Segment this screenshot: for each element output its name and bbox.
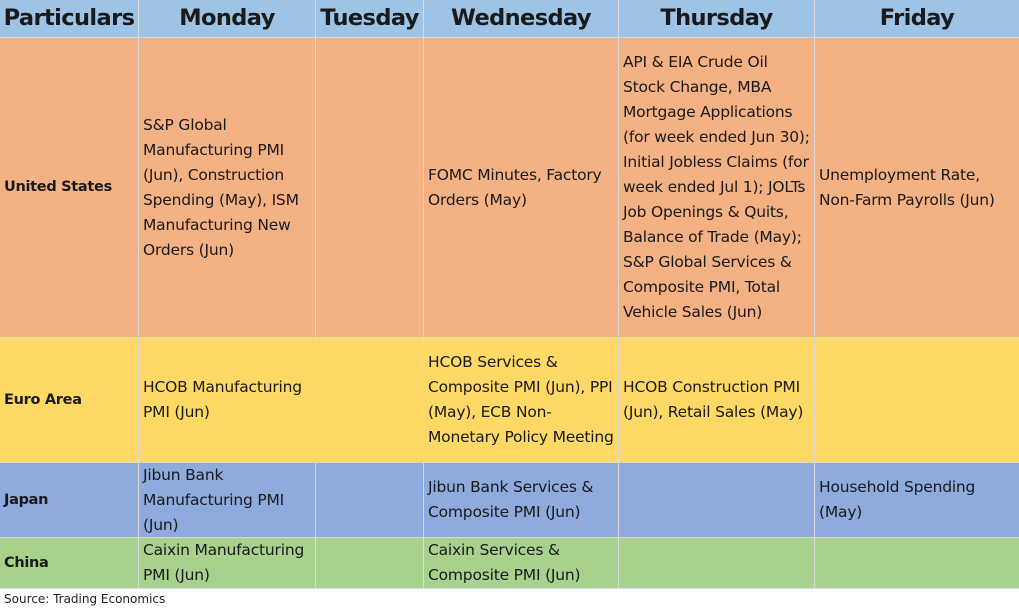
cell-cn-tuesday (316, 538, 424, 589)
row-label-united-states: United States (0, 38, 139, 338)
row-label-china: China (0, 538, 139, 589)
cell-cn-friday (815, 538, 1019, 589)
cell-us-wednesday: FOMC Minutes, Factory Orders (May) (424, 38, 619, 338)
cell-text: Caixin Manufacturing PMI (Jun) (143, 541, 305, 584)
cell-us-tuesday (316, 38, 424, 338)
cell-cn-wednesday: Caixin Services & Composite PMI (Jun) (424, 538, 619, 589)
cell-eu-tuesday (316, 338, 424, 463)
row-label-euro-area: Euro Area (0, 338, 139, 463)
header-thursday: Thursday (619, 0, 815, 38)
header-tuesday: Tuesday (316, 0, 424, 38)
cell-eu-thursday: HCOB Construction PMI (Jun), Retail Sale… (619, 338, 815, 463)
cell-text: FOMC Minutes, Factory Orders (May) (428, 165, 602, 209)
header-monday: Monday (139, 0, 316, 38)
cell-text: HCOB Construction PMI (Jun), Retail Sale… (623, 378, 804, 421)
header-wednesday: Wednesday (424, 0, 619, 38)
cell-us-monday: S&P Global Manufacturing PMI (Jun), Cons… (139, 38, 316, 338)
cell-jp-thursday (619, 463, 815, 538)
row-label-japan: Japan (0, 463, 139, 538)
source-note: Source: Trading Economics (0, 589, 1019, 609)
cell-jp-wednesday: Jibun Bank Services & Composite PMI (Jun… (424, 463, 619, 538)
cell-text: API & EIA Crude Oil Stock Change, MBA Mo… (623, 53, 810, 321)
cell-text: HCOB Manufacturing PMI (Jun) (143, 378, 302, 421)
cell-eu-friday (815, 338, 1019, 463)
cell-text: HCOB Services & Composite PMI (Jun), PPI… (428, 353, 614, 446)
cell-text: Caixin Services & Composite PMI (Jun) (428, 541, 581, 584)
cell-jp-friday: Household Spending (May) (815, 463, 1019, 538)
cell-us-friday: Unemployment Rate, Non-Farm Payrolls (Ju… (815, 38, 1019, 338)
cell-text: Jibun Bank Services & Composite PMI (Jun… (428, 478, 594, 521)
cell-jp-tuesday (316, 463, 424, 538)
economic-calendar-table: Particulars Monday Tuesday Wednesday Thu… (0, 0, 1019, 589)
cell-cn-monday: Caixin Manufacturing PMI (Jun) (139, 538, 316, 589)
cell-eu-wednesday: HCOB Services & Composite PMI (Jun), PPI… (424, 338, 619, 463)
cell-text: Household Spending (May) (819, 478, 976, 521)
cell-eu-monday: HCOB Manufacturing PMI (Jun) (139, 338, 316, 463)
header-friday: Friday (815, 0, 1019, 38)
cell-us-thursday: API & EIA Crude Oil Stock Change, MBA Mo… (619, 38, 815, 338)
cell-text: S&P Global Manufacturing PMI (Jun), Cons… (143, 115, 299, 259)
cell-cn-thursday (619, 538, 815, 589)
cell-text: Unemployment Rate, Non-Farm Payrolls (Ju… (819, 165, 995, 209)
cell-text: Jibun Bank Manufacturing PMI (Jun) (143, 465, 285, 534)
header-particulars: Particulars (0, 0, 139, 38)
cell-jp-monday: Jibun Bank Manufacturing PMI (Jun) (139, 463, 316, 538)
